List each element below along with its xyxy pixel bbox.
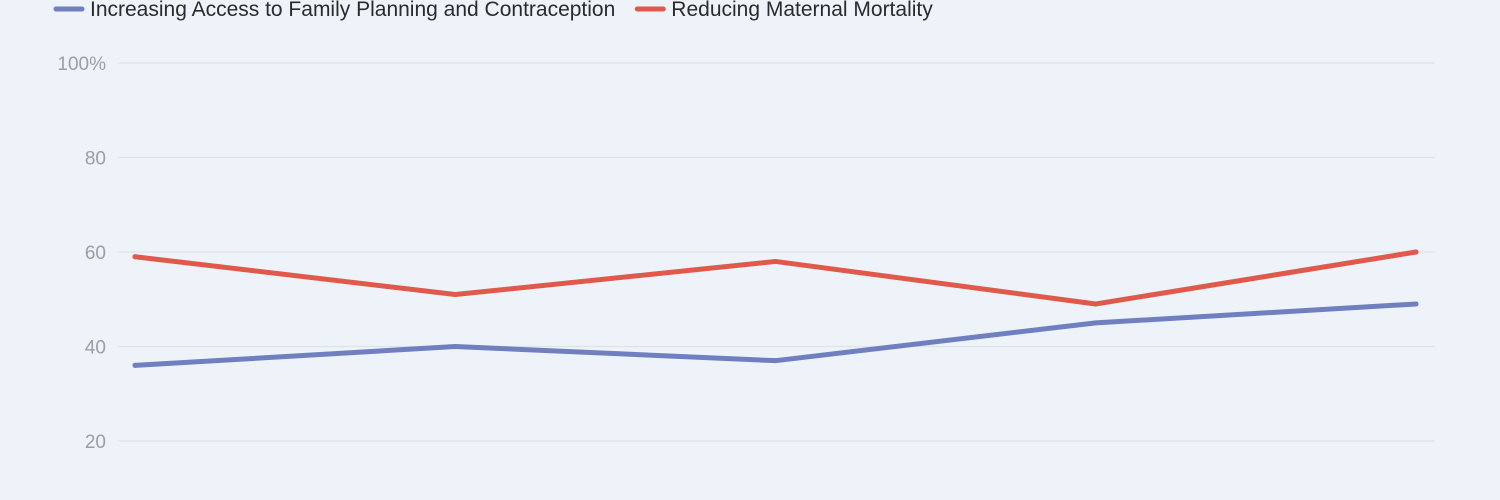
y-tick-label: 100% <box>57 54 106 75</box>
data-point-series2-2 <box>452 292 458 298</box>
y-tick-label: 80 <box>85 149 106 170</box>
y-tick-label: 60 <box>85 243 106 264</box>
legend-label-1: Increasing Access to Family Planning and… <box>90 0 615 21</box>
data-point-series2-5 <box>1413 249 1419 255</box>
series-lines <box>132 249 1419 368</box>
data-point-series1-1 <box>132 362 138 368</box>
data-point-series1-5 <box>1413 301 1419 307</box>
y-tick-label: 40 <box>85 338 106 359</box>
data-point-series1-2 <box>452 344 458 349</box>
data-point-series2-3 <box>773 258 778 264</box>
series-line-1 <box>132 301 1419 368</box>
grid <box>118 62 1435 442</box>
y-tick-label: 20 <box>85 432 106 453</box>
data-point-series1-3 <box>773 358 778 364</box>
data-point-series1-4 <box>1093 320 1099 326</box>
data-point-series2-1 <box>132 254 138 260</box>
data-point-series2-4 <box>1093 301 1099 307</box>
y-axis-ticks: 100% 80 60 40 20 <box>57 54 106 453</box>
legend-label-2: Reducing Maternal Mortality <box>671 0 933 21</box>
legend: Increasing Access to Family Planning and… <box>53 0 933 21</box>
